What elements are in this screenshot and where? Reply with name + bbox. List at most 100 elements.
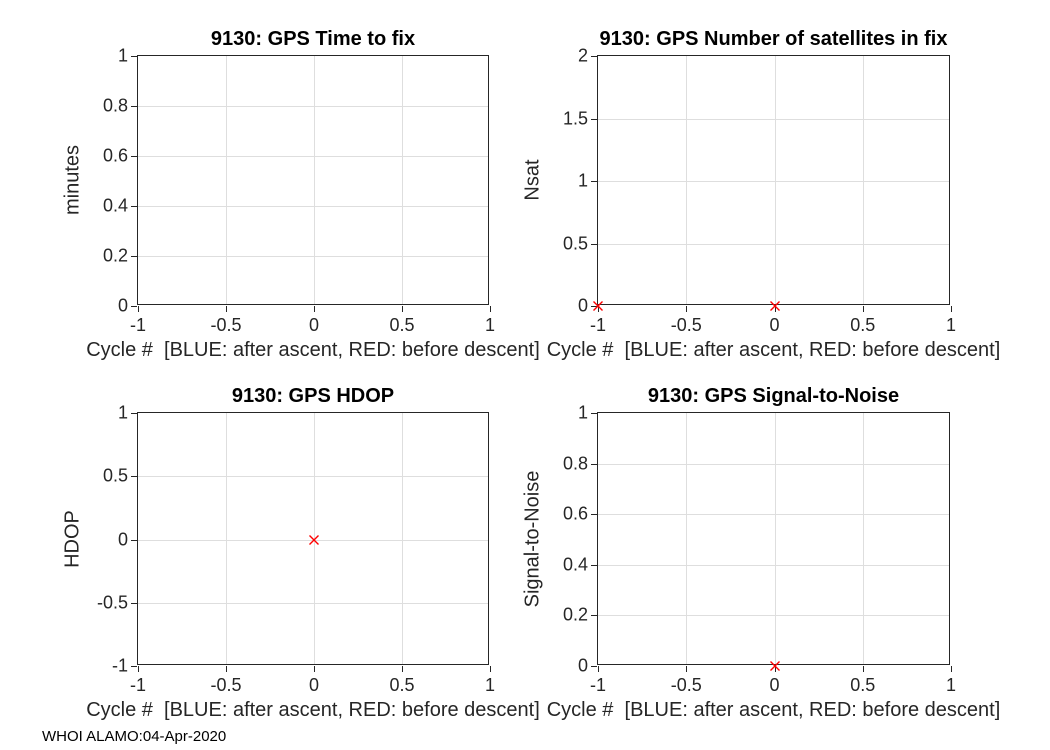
gridline-vertical: [686, 56, 688, 304]
y-axis-tick-label: 0.2: [562, 604, 588, 625]
y-axis-tick: [131, 306, 137, 307]
y-axis-tick-label: 0.6: [562, 503, 588, 524]
y-axis-tick: [591, 181, 597, 182]
y-axis-tick: [591, 413, 597, 414]
y-axis-tick-label: 0.8: [102, 95, 128, 116]
gridline-horizontal: [598, 514, 949, 516]
x-marker-icon: [769, 301, 780, 311]
y-axis-label: HDOP: [61, 509, 84, 568]
y-axis-tick: [131, 56, 137, 57]
x-axis-tick: [314, 666, 315, 672]
y-axis-tick: [131, 666, 137, 667]
x-axis-tick: [402, 666, 403, 672]
gridline-vertical: [774, 56, 776, 304]
x-axis-tick-label: 1: [484, 315, 496, 335]
y-axis-tick-label: 1: [577, 170, 588, 191]
y-axis-tick: [591, 514, 597, 516]
x-axis-tick-label: -1: [129, 675, 147, 695]
gridline-horizontal: [598, 118, 949, 120]
x-axis-tick-label: -0.5: [210, 315, 242, 335]
y-axis-tick-label: 0.8: [562, 453, 588, 474]
x-marker-icon: [309, 534, 319, 545]
y-axis-tick: [131, 602, 137, 604]
y-axis-tick: [591, 306, 597, 307]
x-axis-tick: [490, 306, 491, 312]
x-axis-tick-label: 0: [308, 675, 320, 695]
y-axis-tick: [591, 666, 597, 667]
gridline-vertical: [402, 56, 403, 304]
x-axis-tick: [226, 306, 227, 312]
y-axis-tick-label: 0.2: [102, 245, 128, 266]
y-axis-tick: [131, 476, 137, 478]
y-axis-tick-label: 0.5: [562, 233, 588, 253]
gridline-vertical: [774, 413, 776, 664]
y-axis-tick-label: 1.5: [562, 108, 588, 128]
plot-area: -1 -0.5 0 0.5 1 -1 -0.5 0 0.5 1: [97, 403, 495, 696]
x-axis-tick-label: 0: [308, 315, 320, 335]
y-axis-tick: [591, 243, 597, 245]
x-axis-tick: [862, 306, 864, 312]
gridline-horizontal: [138, 476, 488, 478]
x-axis-tick-label: 0.5: [850, 675, 876, 695]
y-axis-tick-label: 0.6: [102, 145, 128, 166]
x-axis-tick-label: -1: [589, 315, 607, 335]
x-axis-tick: [686, 306, 688, 312]
y-axis-tick: [591, 56, 597, 57]
x-axis-tick-label: 1: [484, 675, 496, 695]
y-axis-tick-label: 2: [577, 45, 588, 66]
x-axis-tick-label: 0.5: [389, 315, 415, 335]
y-axis-tick-label: 0: [117, 529, 128, 549]
y-axis-tick: [131, 156, 137, 157]
y-axis-tick-label: 0: [117, 295, 128, 316]
x-axis-tick-label: -0.5: [670, 315, 702, 335]
y-axis-tick: [131, 539, 137, 541]
x-axis-tick: [774, 306, 776, 312]
x-axis-tick: [226, 666, 227, 672]
gridline-vertical: [862, 56, 864, 304]
y-axis-tick: [591, 564, 597, 566]
x-axis-label: Cycle # [BLUE: after ascent, RED: before…: [546, 699, 1001, 721]
y-axis-label: minutes: [61, 144, 84, 216]
x-axis-tick-label: 0: [769, 675, 780, 695]
x-axis-tick: [314, 306, 315, 312]
y-axis-tick: [131, 106, 137, 107]
data-point-marker: [769, 300, 781, 312]
plot-area: -1 -0.5 0 0.5 1 0 0.2 0.4 0.6 0.8 1: [103, 46, 495, 336]
y-axis-tick-label: 0: [577, 295, 588, 316]
data-point-marker: [308, 534, 320, 546]
y-axis-tick-label: -1: [111, 655, 128, 676]
y-axis-tick-label: 1: [577, 402, 588, 423]
x-axis-tick-label: -0.5: [670, 675, 702, 695]
x-axis-tick-label: -1: [589, 675, 607, 695]
gridline-horizontal: [598, 564, 949, 566]
x-axis-tick: [598, 666, 599, 672]
figure-footer-text: WHOI ALAMO:04-Apr-2020: [42, 728, 227, 745]
x-axis-label: Cycle # [BLUE: after ascent, RED: before…: [546, 339, 1001, 361]
x-axis-tick: [951, 666, 952, 672]
y-axis-tick-label: 0.4: [562, 554, 588, 575]
x-axis-tick: [686, 666, 688, 672]
gridline-vertical: [862, 413, 864, 664]
x-axis-tick: [138, 666, 139, 672]
y-axis-tick: [131, 206, 137, 207]
x-axis-tick: [490, 666, 491, 672]
x-marker-icon: [769, 661, 780, 671]
plot-title: 9130: GPS Number of satellites in fix: [599, 28, 948, 50]
gridline-vertical: [226, 56, 227, 304]
x-axis-tick-label: -0.5: [210, 675, 242, 695]
gridline-horizontal: [138, 206, 488, 207]
y-axis-tick-label: -0.5: [96, 592, 128, 613]
plot-title: 9130: GPS Signal-to-Noise: [647, 385, 900, 407]
x-axis-label: Cycle # [BLUE: after ascent, RED: before…: [86, 339, 540, 361]
y-axis-tick-label: 0.4: [102, 195, 128, 216]
gridline-vertical: [314, 56, 315, 304]
gridline-horizontal: [598, 615, 949, 617]
gridline-horizontal: [138, 256, 488, 257]
y-axis-tick: [591, 118, 597, 120]
x-marker-icon: [593, 301, 603, 311]
x-axis-tick-label: 0.5: [389, 675, 415, 695]
x-axis-tick: [862, 666, 864, 672]
y-axis-tick-label: 1: [117, 45, 128, 66]
y-axis-tick: [131, 256, 137, 257]
gridline-horizontal: [138, 106, 488, 107]
